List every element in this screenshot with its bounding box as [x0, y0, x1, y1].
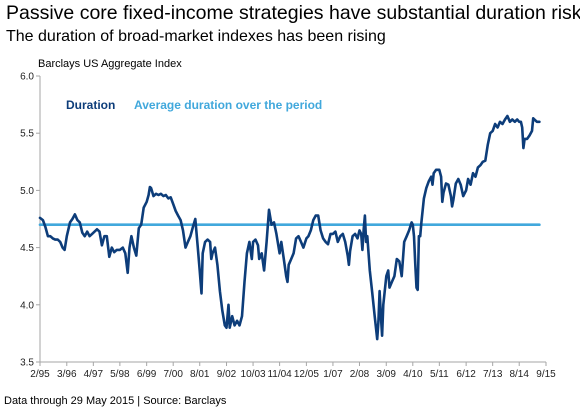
- x-tick-label: 9/02: [217, 369, 237, 380]
- x-tick-label: 7/00: [163, 369, 183, 380]
- chart-title: Passive core fixed-income strategies hav…: [6, 2, 580, 24]
- x-tick-label: 10/03: [241, 369, 266, 380]
- duration-series-line: [38, 114, 541, 341]
- x-tick-label: 11/04: [267, 369, 292, 380]
- x-tick-label: 5/11: [430, 369, 449, 380]
- y-tick-label: 4.0: [20, 300, 34, 311]
- y-tick-label: 3.5: [20, 358, 34, 369]
- x-tick-label: 2/95: [30, 369, 50, 380]
- legend: Duration Average duration over the perio…: [66, 98, 322, 112]
- legend-average: Average duration over the period: [134, 98, 322, 112]
- y-tick-label: 5.5: [20, 129, 34, 140]
- x-tick-label: 7/13: [483, 369, 503, 380]
- x-tick-label: 3/09: [377, 369, 397, 380]
- series-group: [38, 114, 541, 341]
- y-tick-label: 6.0: [20, 72, 34, 83]
- index-label: Barclays US Aggregate Index: [38, 58, 182, 70]
- x-tick-label: 5/98: [110, 369, 130, 380]
- x-tick-label: 4/10: [403, 369, 423, 380]
- legend-duration: Duration: [66, 98, 115, 112]
- chart-subtitle: The duration of broad-market indexes has…: [6, 28, 386, 45]
- x-tick-label: 2/08: [350, 369, 370, 380]
- x-tick-label: 4/97: [84, 369, 104, 380]
- x-tick-label: 1/07: [323, 369, 343, 380]
- y-axis: 3.5 4.0 4.5 5.0 5.5 6.0: [20, 72, 41, 369]
- x-tick-label: 12/05: [294, 369, 319, 380]
- x-tick-label: 6/99: [137, 369, 157, 380]
- x-tick-label: 8/14: [509, 369, 529, 380]
- footer-note: Data through 29 May 2015 | Source: Barcl…: [4, 395, 227, 407]
- x-tick-label: 3/96: [57, 369, 77, 380]
- x-tick-label: 8/01: [190, 369, 210, 380]
- x-tick-label: 9/15: [536, 369, 556, 380]
- x-axis: 2/95 3/96 4/97 5/98 6/99 7/00 8/01 9/02 10/03 11/…: [30, 361, 556, 380]
- duration-chart: 3.5 4.0 4.5 5.0 5.5 6.0 2/95 3/96 4/97 5/98 6/99 7…: [20, 72, 556, 381]
- y-tick-label: 4.5: [20, 243, 34, 254]
- y-tick-label: 5.0: [20, 186, 34, 197]
- x-tick-label: 6/12: [456, 369, 476, 380]
